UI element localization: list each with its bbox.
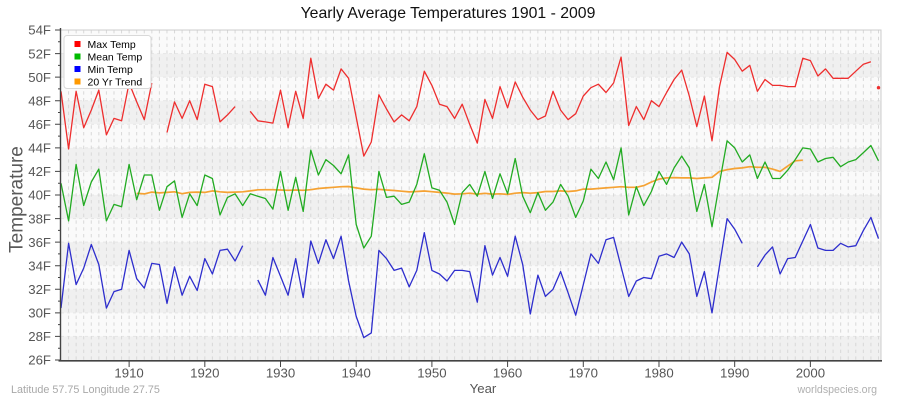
svg-text:worldspecies.org: worldspecies.org (797, 384, 878, 396)
svg-text:1960: 1960 (493, 366, 522, 381)
svg-text:Temperature: Temperature (6, 146, 27, 253)
svg-text:2000: 2000 (796, 366, 825, 381)
svg-text:28F: 28F (28, 329, 51, 344)
svg-text:38F: 38F (28, 211, 51, 226)
svg-text:1930: 1930 (266, 366, 295, 381)
svg-text:1950: 1950 (417, 366, 446, 381)
svg-text:Min Temp: Min Temp (88, 64, 133, 76)
svg-text:1970: 1970 (569, 366, 598, 381)
svg-text:1940: 1940 (342, 366, 371, 381)
svg-text:34F: 34F (28, 258, 51, 273)
svg-text:32F: 32F (28, 282, 51, 297)
svg-text:1980: 1980 (644, 366, 673, 381)
svg-text:Max Temp: Max Temp (88, 39, 136, 51)
svg-text:44F: 44F (28, 141, 51, 156)
svg-text:1910: 1910 (114, 366, 143, 381)
svg-text:20 Yr Trend: 20 Yr Trend (88, 77, 143, 89)
svg-text:Yearly Average Temperatures 19: Yearly Average Temperatures 1901 - 2009 (301, 5, 596, 22)
svg-text:46F: 46F (28, 117, 51, 132)
svg-text:48F: 48F (28, 93, 51, 108)
svg-text:50F: 50F (28, 70, 51, 85)
svg-text:54F: 54F (28, 23, 51, 38)
svg-text:1920: 1920 (190, 366, 219, 381)
svg-text:30F: 30F (28, 306, 51, 321)
svg-text:Mean Temp: Mean Temp (88, 52, 143, 64)
svg-text:52F: 52F (28, 46, 51, 61)
svg-text:36F: 36F (28, 235, 51, 250)
svg-text:1990: 1990 (720, 366, 749, 381)
svg-text:Latitude 57.75 Longitude 27.75: Latitude 57.75 Longitude 27.75 (11, 384, 160, 396)
svg-text:42F: 42F (28, 164, 51, 179)
svg-text:40F: 40F (28, 188, 51, 203)
svg-text:Year: Year (470, 381, 497, 396)
svg-text:26F: 26F (28, 353, 51, 368)
